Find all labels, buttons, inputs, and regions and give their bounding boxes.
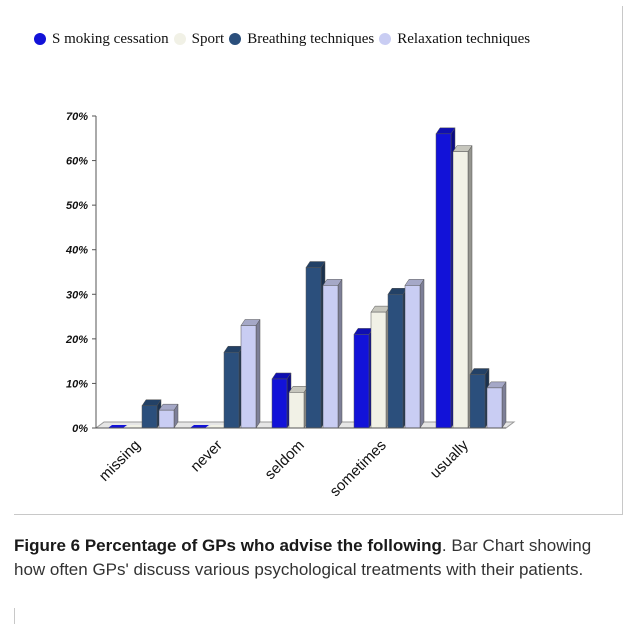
bar-usually-sport: [452, 151, 469, 429]
legend-label-relaxation-techniques: Relaxation techniques: [397, 30, 531, 47]
legend-label-sport: Sport: [191, 30, 225, 47]
bar-missing-breathing-techniques: [141, 405, 158, 429]
legend-item-relaxation-techniques: Relaxation techniques: [379, 31, 530, 48]
legend-swatch-smoking-cessation: [34, 33, 46, 45]
y-tick-label: 50%: [66, 200, 88, 212]
bar-seldom-breathing-techniques: [305, 267, 322, 429]
y-tick-label: 10%: [66, 378, 88, 390]
bar-missing-relaxation-techniques: [158, 409, 175, 429]
y-tick-label: 60%: [66, 156, 88, 168]
legend-item-sport: Sport: [173, 30, 225, 48]
bar-never-relaxation-techniques-side: [255, 318, 261, 429]
y-tick-label: 20%: [65, 334, 88, 346]
bar-usually-breathing-techniques: [469, 374, 486, 429]
chart-legend: S moking cessation Sport Breathing techn…: [34, 29, 535, 49]
figure-caption-title: Figure 6 Percentage of GPs who advise th…: [14, 536, 442, 555]
x-tick-label-sometimes: sometimes: [327, 437, 390, 500]
bar-missing-sport: [125, 425, 144, 428]
y-tick-label: 30%: [66, 289, 88, 301]
bar-never-s-moking-cessation: [190, 425, 209, 428]
bar-seldom-s-moking-cessation: [271, 378, 288, 429]
bar-usually-relaxation-techniques-side: [501, 381, 507, 429]
legend-item-breathing-techniques: Breathing techniques: [229, 31, 374, 48]
bar-seldom-relaxation-techniques: [322, 285, 339, 429]
legend-swatch-relaxation-techniques: [379, 33, 392, 45]
bar-seldom-sport: [288, 392, 305, 429]
bar-missing-s-moking-cessation: [108, 425, 127, 428]
bar-seldom-relaxation-techniques-side: [337, 278, 343, 429]
bar-sometimes-relaxation-techniques-side: [419, 278, 425, 429]
x-tick-label-seldom: seldom: [262, 437, 308, 483]
legend-item-smoking-cessation: S moking cessation: [34, 31, 169, 48]
x-tick-label-usually: usually: [427, 436, 472, 481]
x-tick-label-missing: missing: [96, 437, 144, 485]
figure-caption-text: . Bar Chart showing how often GPs' discu…: [14, 536, 592, 579]
bar-never-sport: [207, 425, 226, 428]
legend-swatch-sport: [173, 33, 186, 45]
x-tick-label-never: never: [187, 437, 226, 476]
y-tick-label: 40%: [65, 245, 88, 257]
bar-chart: 0% 10% 20% 30% 40% 50% 60% 70% missing never seldo…: [65, 111, 516, 500]
caption-left-rule: [14, 608, 15, 624]
bar-usually-relaxation-techniques: [486, 387, 503, 429]
bar-sometimes-sport: [370, 311, 387, 429]
figure-caption: Figure 6 Percentage of GPs who advise th…: [14, 534, 620, 582]
y-tick-label: 0%: [72, 423, 88, 435]
legend-label-breathing-techniques: Breathing techniques: [247, 30, 375, 47]
legend-label-smoking-cessation: S moking cessation: [52, 30, 169, 47]
legend-swatch-breathing-techniques: [229, 33, 242, 45]
bar-sometimes-breathing-techniques: [387, 294, 404, 429]
bar-sometimes-s-moking-cessation: [353, 334, 370, 429]
figure-frame: [14, 6, 623, 515]
y-tick-label: 70%: [66, 111, 88, 123]
bar-never-breathing-techniques: [223, 351, 240, 429]
bar-never-relaxation-techniques: [240, 325, 257, 429]
bar-usually-s-moking-cessation: [435, 133, 452, 429]
bar-sometimes-relaxation-techniques: [404, 285, 421, 429]
